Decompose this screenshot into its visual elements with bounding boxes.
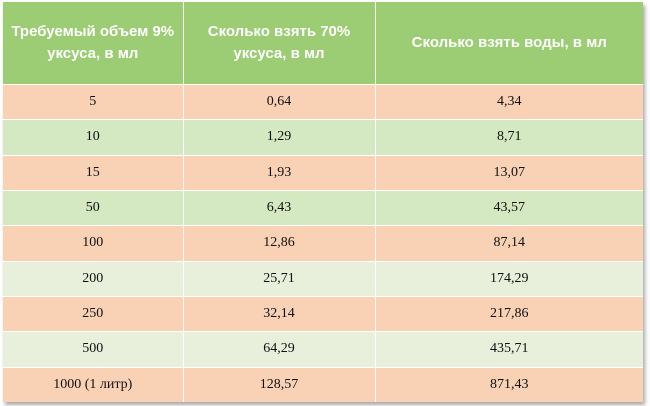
cell-water-amount: 87,14 xyxy=(375,225,643,262)
cell-vinegar-amount: 0,64 xyxy=(183,83,376,120)
cell-vinegar-amount: 64,29 xyxy=(183,331,376,368)
cell-vinegar-amount: 12,86 xyxy=(183,225,376,262)
cell-water-amount: 8,71 xyxy=(375,119,643,156)
table-row: 250 32,14 217,86 xyxy=(3,295,643,332)
cell-vinegar-amount: 128,57 xyxy=(183,366,376,402)
table-row: 200 25,71 174,29 xyxy=(3,260,643,297)
cell-required-volume: 250 xyxy=(3,295,184,332)
cell-vinegar-amount: 25,71 xyxy=(183,260,376,297)
cell-water-amount: 871,43 xyxy=(375,366,643,402)
cell-required-volume: 10 xyxy=(3,119,184,156)
table-row: 100 12,86 87,14 xyxy=(3,225,643,262)
cell-required-volume: 200 xyxy=(3,260,184,297)
table-row: 50 6,43 43,57 xyxy=(3,189,643,226)
cell-vinegar-amount: 6,43 xyxy=(183,189,376,226)
cell-vinegar-amount: 1,29 xyxy=(183,119,376,156)
cell-required-volume: 50 xyxy=(3,189,184,226)
header-required-volume: Требуемый объем 9% уксуса, в мл xyxy=(3,2,184,85)
table-frame: Требуемый объем 9% уксуса, в мл Сколько … xyxy=(3,2,643,402)
header-row: Требуемый объем 9% уксуса, в мл Сколько … xyxy=(3,2,643,85)
table-row: 1000 (1 литр) 128,57 871,43 xyxy=(3,366,643,402)
cell-required-volume: 5 xyxy=(3,83,184,120)
cell-required-volume: 1000 (1 литр) xyxy=(3,366,184,402)
cell-water-amount: 13,07 xyxy=(375,154,643,191)
cell-required-volume: 100 xyxy=(3,225,184,262)
header-water-amount: Сколько взять воды, в мл xyxy=(375,2,643,85)
cell-required-volume: 500 xyxy=(3,331,184,368)
cell-water-amount: 174,29 xyxy=(375,260,643,297)
header-vinegar-70-amount: Сколько взять 70% уксуса, в мл xyxy=(183,2,376,85)
cell-water-amount: 43,57 xyxy=(375,189,643,226)
vinegar-dilution-table: Требуемый объем 9% уксуса, в мл Сколько … xyxy=(3,2,643,402)
table-row: 10 1,29 8,71 xyxy=(3,119,643,156)
cell-water-amount: 217,86 xyxy=(375,295,643,332)
table-row: 15 1,93 13,07 xyxy=(3,154,643,191)
cell-water-amount: 4,34 xyxy=(375,83,643,120)
cell-vinegar-amount: 32,14 xyxy=(183,295,376,332)
cell-required-volume: 15 xyxy=(3,154,184,191)
cell-water-amount: 435,71 xyxy=(375,331,643,368)
table-row: 500 64,29 435,71 xyxy=(3,331,643,368)
table-row: 5 0,64 4,34 xyxy=(3,83,643,120)
cell-vinegar-amount: 1,93 xyxy=(183,154,376,191)
